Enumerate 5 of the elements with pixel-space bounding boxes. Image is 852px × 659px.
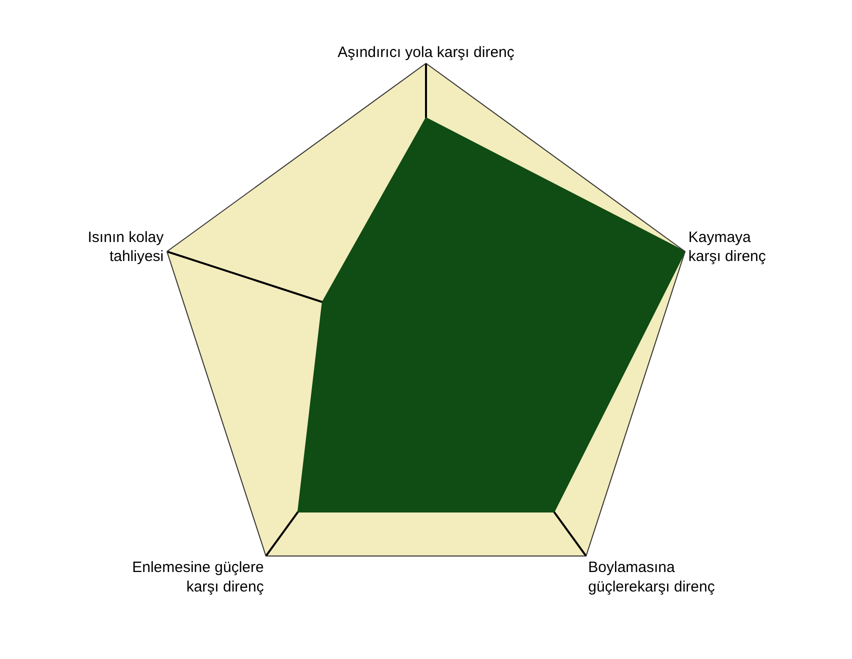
spoke-label: Isının kolay tahliyesi [88,228,164,266]
spoke-label: Boylamasına güçlerekarşı direnç [588,559,716,596]
spoke-label: Kaymaya karşı direnç [688,228,766,266]
spoke-label: Aşındırıcı yola karşı direnç [338,44,515,61]
spoke-label: Enlemesine güçlere karşı direnç [132,559,264,596]
